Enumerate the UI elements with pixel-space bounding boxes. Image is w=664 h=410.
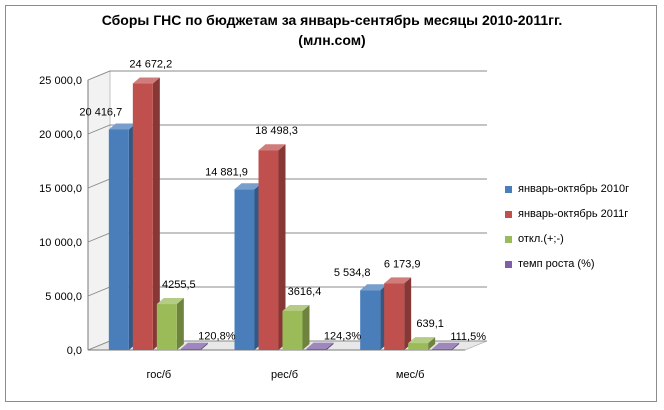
data-label: 111,5% xyxy=(450,331,486,343)
x-tick-label: рес/б xyxy=(271,369,298,381)
y-tick-label: 0,0 xyxy=(67,345,82,357)
bar-top xyxy=(108,123,136,130)
bar-top xyxy=(384,277,412,284)
legend-item-2010: январь-октябрь 2010г xyxy=(505,180,629,198)
bar-side xyxy=(428,337,436,350)
legend-swatch-2011 xyxy=(505,210,512,218)
bar-top xyxy=(432,342,460,349)
bar xyxy=(282,310,303,350)
bar xyxy=(384,283,405,350)
data-label: 6 173,9 xyxy=(384,258,421,270)
bar-side xyxy=(404,277,412,350)
bar xyxy=(180,348,201,350)
data-label: 5 534,8 xyxy=(334,267,371,279)
data-label: 18 498,3 xyxy=(255,125,298,137)
gridline xyxy=(87,124,487,135)
data-label: 3616,4 xyxy=(288,286,322,298)
data-label: 120,8% xyxy=(198,331,236,343)
bar xyxy=(258,150,279,350)
bar-side xyxy=(302,304,310,350)
bar-side xyxy=(326,342,334,350)
data-label: 14 881,9 xyxy=(205,166,248,178)
bar xyxy=(408,343,429,350)
bar-top xyxy=(306,342,334,349)
x-tick-label: мес/б xyxy=(396,369,425,381)
bar-side xyxy=(452,342,460,350)
bar-side xyxy=(200,342,208,350)
bar-top xyxy=(180,342,208,349)
y-tick-label: 15 000,0 xyxy=(39,183,82,195)
bar xyxy=(156,304,177,350)
bar-top xyxy=(132,77,160,84)
chart-title-line-1: Сборы ГНС по бюджетам за январь-сентябрь… xyxy=(101,12,563,28)
y-tick-label: 20 000,0 xyxy=(39,129,82,141)
chart-title: Сборы ГНС по бюджетам за январь-сентябрь… xyxy=(0,10,664,50)
y-tick-label: 25 000,0 xyxy=(39,75,82,87)
bar-top xyxy=(282,304,310,311)
bar-side xyxy=(278,144,286,350)
data-label: 124,3% xyxy=(324,331,362,343)
data-label: 639,1 xyxy=(416,318,444,330)
legend-swatch-deviation xyxy=(505,235,512,243)
bar-top xyxy=(360,284,388,291)
legend-item-growth-rate: темп роста (%) xyxy=(505,255,629,273)
gridline xyxy=(87,70,487,81)
bar-top xyxy=(156,298,184,305)
data-label: 4255,5 xyxy=(162,279,196,291)
bar-top xyxy=(234,183,262,190)
bar-top xyxy=(408,337,436,344)
legend-label-2011: январь-октябрь 2011г xyxy=(518,208,629,220)
legend-label-2010: январь-октябрь 2010г xyxy=(518,183,630,195)
chart-title-line-2: (млн.сом) xyxy=(298,32,366,48)
legend-swatch-2010 xyxy=(505,185,512,193)
x-tick-label: гос/б xyxy=(146,369,171,381)
legend-item-deviation: откл.(+;-) xyxy=(505,230,629,248)
legend-label-deviation: откл.(+;-) xyxy=(518,233,564,245)
bar-side xyxy=(152,77,160,351)
data-label: 20 416,7 xyxy=(79,106,122,118)
bar xyxy=(108,129,129,350)
legend-item-2011: январь-октябрь 2011г xyxy=(505,205,629,223)
chart-legend: январь-октябрь 2010г январь-октябрь 2011… xyxy=(505,180,629,280)
legend-label-growth-rate: темп роста (%) xyxy=(518,258,595,270)
bar xyxy=(234,189,255,350)
bar xyxy=(360,290,381,350)
bar xyxy=(306,348,327,350)
y-tick-label: 10 000,0 xyxy=(39,237,82,249)
bar-top xyxy=(258,144,286,151)
bar xyxy=(432,348,453,350)
bar xyxy=(132,83,153,351)
bar-side xyxy=(176,298,184,350)
legend-swatch-growth-rate xyxy=(505,260,512,268)
y-tick-label: 5 000,0 xyxy=(45,291,82,303)
data-label: 24 672,2 xyxy=(129,59,172,71)
